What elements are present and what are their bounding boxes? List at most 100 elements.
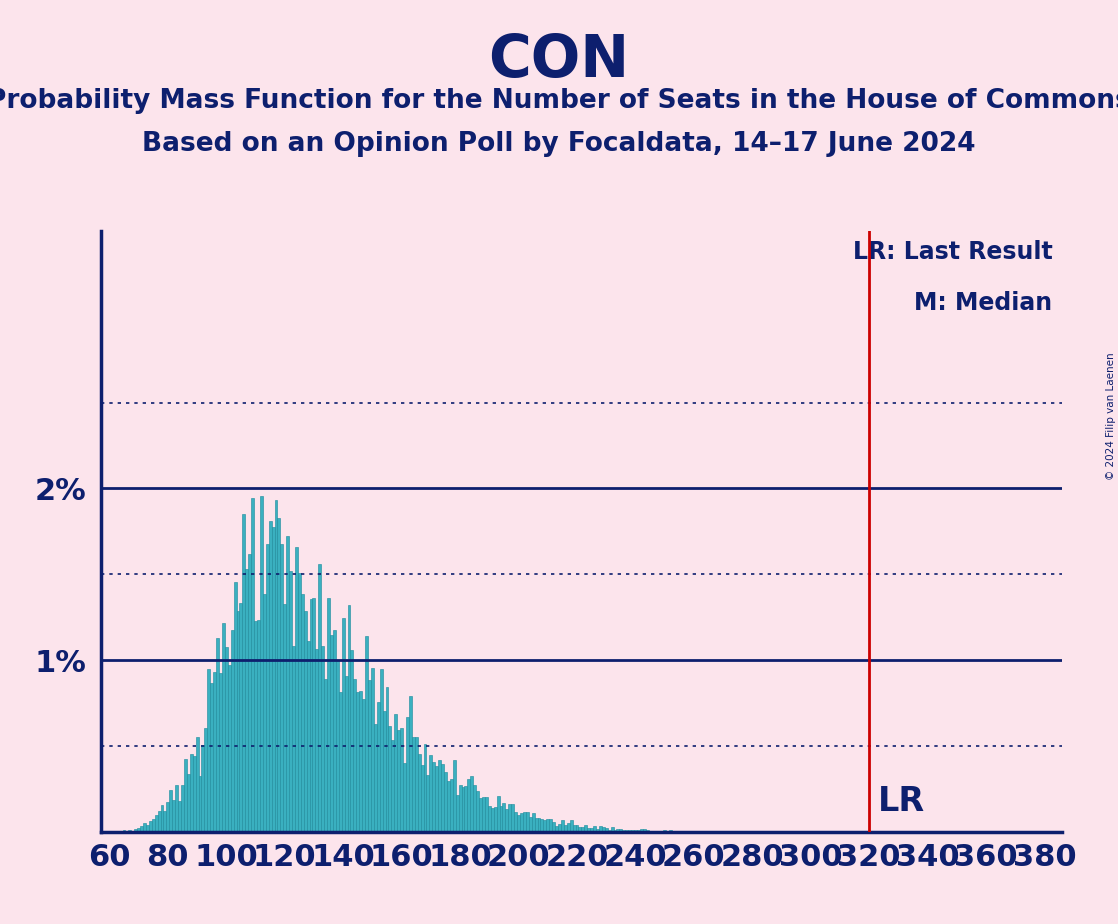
- Bar: [181, 784, 183, 832]
- Bar: [471, 775, 473, 832]
- Bar: [614, 831, 616, 832]
- Bar: [234, 582, 237, 832]
- Bar: [328, 598, 330, 832]
- Bar: [207, 669, 210, 832]
- Bar: [505, 809, 509, 832]
- Bar: [268, 520, 272, 832]
- Bar: [199, 776, 201, 832]
- Bar: [304, 612, 306, 832]
- Bar: [388, 726, 391, 832]
- Bar: [409, 697, 411, 832]
- Bar: [593, 826, 596, 832]
- Bar: [567, 823, 570, 832]
- Bar: [514, 811, 517, 832]
- Bar: [297, 573, 301, 832]
- Bar: [616, 830, 619, 832]
- Bar: [502, 804, 505, 832]
- Bar: [395, 714, 397, 832]
- Bar: [585, 825, 587, 832]
- Bar: [201, 745, 205, 832]
- Bar: [447, 781, 449, 832]
- Bar: [257, 620, 259, 832]
- Bar: [576, 825, 578, 832]
- Bar: [228, 664, 230, 832]
- Bar: [433, 762, 435, 832]
- Bar: [266, 543, 268, 832]
- Bar: [525, 812, 529, 832]
- Text: Probability Mass Function for the Number of Seats in the House of Commons: Probability Mass Function for the Number…: [0, 88, 1118, 114]
- Bar: [342, 618, 344, 832]
- Bar: [634, 831, 637, 832]
- Bar: [373, 723, 377, 832]
- Bar: [221, 623, 225, 832]
- Bar: [578, 827, 581, 832]
- Bar: [315, 649, 319, 832]
- Bar: [500, 807, 502, 832]
- Bar: [286, 536, 290, 832]
- Bar: [444, 772, 447, 832]
- Bar: [415, 736, 418, 832]
- Bar: [563, 825, 567, 832]
- Bar: [123, 830, 125, 832]
- Bar: [608, 830, 610, 832]
- Bar: [397, 730, 400, 832]
- Bar: [339, 692, 342, 832]
- Bar: [143, 823, 146, 832]
- Bar: [252, 498, 254, 832]
- Bar: [163, 811, 167, 832]
- Bar: [237, 611, 239, 832]
- Bar: [146, 825, 149, 832]
- Bar: [605, 829, 608, 832]
- Bar: [205, 728, 207, 832]
- Bar: [639, 829, 643, 832]
- Bar: [464, 786, 467, 832]
- Bar: [245, 569, 248, 832]
- Bar: [610, 827, 614, 832]
- Bar: [225, 647, 228, 832]
- Bar: [543, 820, 547, 832]
- Bar: [248, 553, 252, 832]
- Bar: [167, 802, 169, 832]
- Bar: [663, 830, 666, 832]
- Bar: [487, 807, 491, 832]
- Bar: [601, 827, 605, 832]
- Bar: [129, 830, 131, 832]
- Bar: [587, 828, 590, 832]
- Bar: [357, 691, 359, 832]
- Text: Based on an Opinion Poll by Focaldata, 14–17 June 2024: Based on an Opinion Poll by Focaldata, 1…: [142, 131, 976, 157]
- Bar: [214, 672, 216, 832]
- Bar: [172, 800, 176, 832]
- Bar: [619, 829, 623, 832]
- Bar: [590, 828, 593, 832]
- Bar: [281, 544, 283, 832]
- Bar: [301, 594, 304, 832]
- Text: M: Median: M: Median: [915, 291, 1052, 315]
- Bar: [540, 820, 543, 832]
- Bar: [426, 774, 429, 832]
- Bar: [623, 830, 625, 832]
- Bar: [306, 641, 310, 832]
- Bar: [263, 594, 266, 832]
- Bar: [239, 602, 243, 832]
- Bar: [491, 808, 494, 832]
- Bar: [196, 737, 199, 832]
- Bar: [669, 830, 672, 832]
- Bar: [190, 754, 192, 832]
- Bar: [456, 795, 458, 832]
- Bar: [637, 831, 639, 832]
- Text: CON: CON: [489, 32, 629, 90]
- Bar: [561, 821, 563, 832]
- Bar: [319, 565, 321, 832]
- Bar: [596, 830, 599, 832]
- Bar: [625, 830, 628, 832]
- Bar: [138, 828, 140, 832]
- Bar: [292, 646, 295, 832]
- Bar: [382, 711, 386, 832]
- Bar: [558, 824, 561, 832]
- Bar: [467, 779, 471, 832]
- Bar: [547, 819, 549, 832]
- Bar: [348, 605, 350, 832]
- Bar: [538, 819, 540, 832]
- Bar: [482, 796, 485, 832]
- Bar: [532, 813, 534, 832]
